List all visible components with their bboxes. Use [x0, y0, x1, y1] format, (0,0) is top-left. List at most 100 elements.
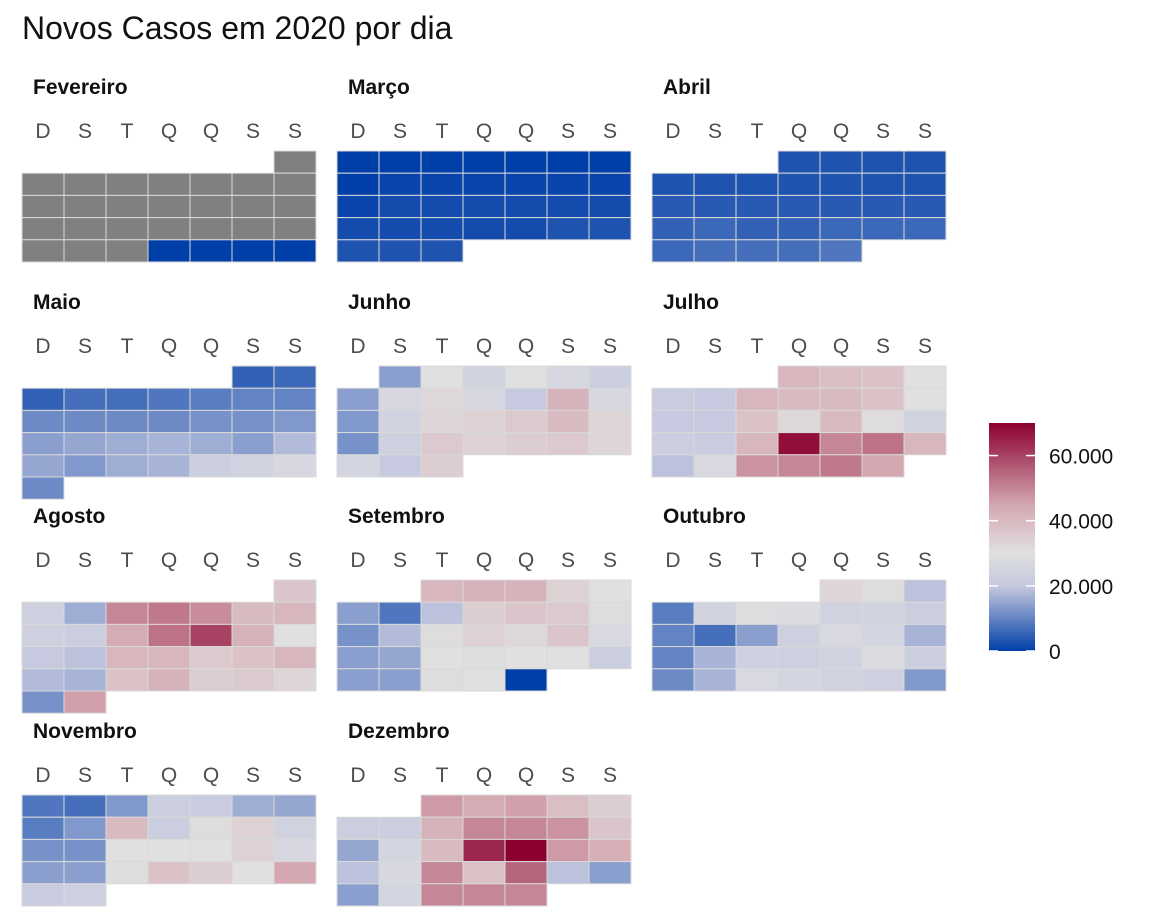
day-cell [189, 838, 233, 863]
day-cell [903, 150, 947, 174]
day-cell [21, 816, 65, 840]
day-cell [21, 690, 65, 714]
day-cell [504, 861, 548, 885]
weekday-label: S [288, 120, 302, 143]
day-cell [819, 601, 863, 625]
day-cell [588, 432, 632, 456]
day-cell [588, 579, 632, 603]
weekday-label: Q [518, 335, 534, 358]
month-panel: Setembro D S T Q Q S S [336, 505, 632, 692]
day-cell [462, 409, 506, 434]
day-cell [861, 150, 905, 174]
day-cell [420, 794, 464, 818]
day-cell [336, 172, 380, 196]
day-cell [147, 601, 191, 625]
day-cell [504, 365, 548, 389]
day-cell [231, 601, 275, 625]
day-cell [273, 646, 317, 670]
weekday-label: T [121, 120, 134, 143]
day-cell [546, 172, 590, 196]
day-cell [735, 217, 779, 241]
day-cell [777, 365, 821, 389]
day-cell [63, 668, 107, 692]
legend-tick-label: 20.000 [1049, 576, 1113, 599]
day-cell [588, 217, 632, 241]
day-cell [420, 365, 464, 389]
weekday-label: Q [518, 120, 534, 143]
weekday-label: D [665, 120, 680, 143]
day-cell [336, 454, 380, 478]
day-cell [735, 432, 779, 456]
weekday-label: S [561, 335, 575, 358]
weekday-label: D [350, 120, 365, 143]
day-cell [147, 646, 191, 670]
day-cell [693, 668, 737, 692]
day-cell [189, 387, 233, 411]
day-cell [189, 601, 233, 625]
day-cell [21, 409, 65, 434]
day-cell [147, 409, 191, 434]
day-cell [63, 217, 107, 241]
day-cell [546, 217, 590, 241]
day-cell [903, 409, 947, 434]
day-cell [21, 883, 65, 907]
day-cell [735, 194, 779, 219]
day-cell [819, 365, 863, 389]
day-cell [273, 387, 317, 411]
day-cell [588, 150, 632, 174]
day-cell [861, 387, 905, 411]
day-cell [504, 432, 548, 456]
day-cell [63, 816, 107, 840]
day-cell [462, 387, 506, 411]
weekday-label: S [246, 764, 260, 787]
day-cell [21, 454, 65, 478]
day-cell [693, 623, 737, 648]
day-cell [147, 861, 191, 885]
weekday-label: D [35, 549, 50, 572]
day-cell [378, 172, 422, 196]
day-cell [147, 668, 191, 692]
weekday-label: S [603, 549, 617, 572]
day-cell [735, 172, 779, 196]
day-cell [819, 217, 863, 241]
day-cell [336, 432, 380, 456]
day-cell [273, 838, 317, 863]
weekday-label: Q [476, 120, 492, 143]
day-cell [378, 239, 422, 263]
day-cell [63, 239, 107, 263]
day-cell [63, 861, 107, 885]
day-cell [63, 646, 107, 670]
weekday-label: S [918, 549, 932, 572]
day-cell [903, 217, 947, 241]
month-panel: Agosto D S T Q Q S S [21, 505, 317, 714]
day-cell [378, 646, 422, 670]
day-cell [546, 623, 590, 648]
month-panel: Outubro D S T Q Q S S [651, 505, 947, 692]
day-cell [147, 194, 191, 219]
day-cell [336, 239, 380, 263]
day-cell [273, 239, 317, 263]
day-cell [735, 239, 779, 263]
weekday-label: S [708, 120, 722, 143]
weekday-label: Q [791, 549, 807, 572]
month-title: Junho [348, 291, 411, 314]
day-cell [861, 365, 905, 389]
day-cell [861, 432, 905, 456]
day-cell [189, 217, 233, 241]
day-cell [504, 646, 548, 670]
day-cell [504, 150, 548, 174]
day-cell [105, 172, 149, 196]
legend-tick-label: 60.000 [1049, 446, 1113, 469]
day-cell [861, 172, 905, 196]
day-cell [504, 172, 548, 196]
weekday-label: S [78, 764, 92, 787]
day-cell [189, 454, 233, 478]
day-cell [189, 194, 233, 219]
day-cell [273, 794, 317, 818]
day-cell [693, 217, 737, 241]
day-cell [378, 365, 422, 389]
day-cell [147, 816, 191, 840]
day-cell [903, 646, 947, 670]
day-cell [378, 838, 422, 863]
day-cell [546, 838, 590, 863]
